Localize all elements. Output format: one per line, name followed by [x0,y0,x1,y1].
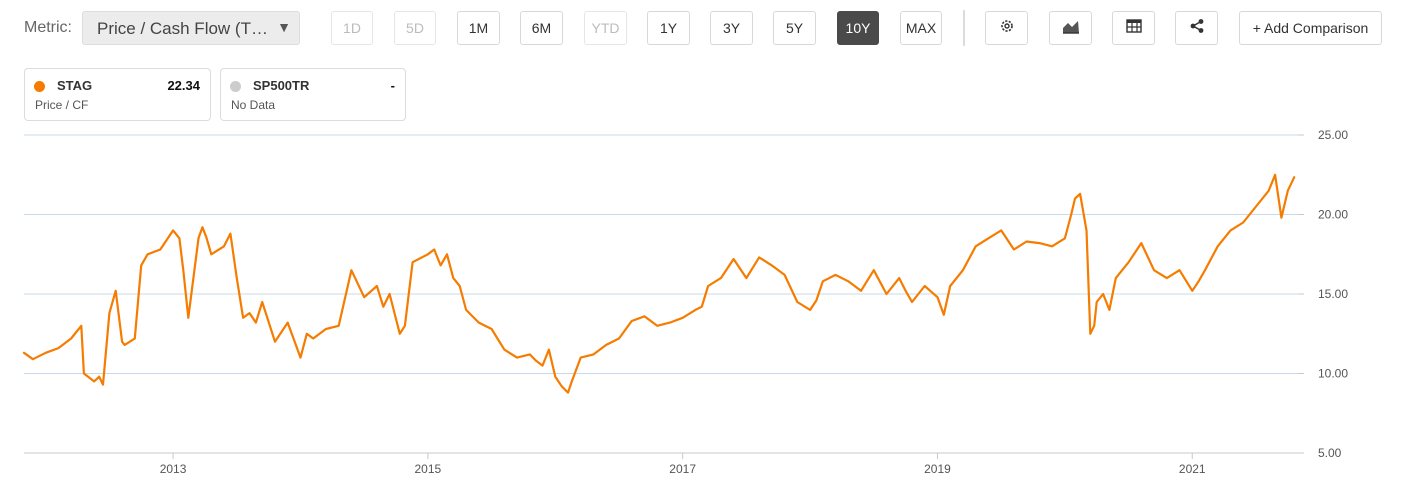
legend-series-name: SP500TR [253,78,310,93]
gear-icon [999,18,1015,39]
area-chart-icon [1062,18,1080,39]
add-comparison-button[interactable]: + Add Comparison [1239,11,1382,45]
legend-card-stag[interactable]: STAG 22.34 Price / CF [24,68,211,121]
metric-select-value: Price / Cash Flow (T… [97,19,268,38]
x-tick-label: 2017 [669,462,696,476]
series-line-stag[interactable] [22,173,1296,394]
settings-button[interactable] [985,11,1028,45]
y-tick-label: 10.00 [1318,367,1348,381]
range-button-6m[interactable]: 6M [520,11,563,45]
toolbar-divider [963,10,965,46]
x-tick-label: 2015 [415,462,442,476]
table-view-button[interactable] [1112,11,1155,45]
legend-series-metric: No Data [231,98,276,112]
range-button-10y[interactable]: 10Y [837,11,879,45]
x-tick-label: 2013 [160,462,187,476]
series-color-dot [230,81,241,92]
share-button[interactable] [1175,11,1218,45]
legend-series-name: STAG [57,78,93,93]
chevron-down-icon: ▼ [277,19,291,35]
table-icon [1125,18,1142,38]
chart-type-button[interactable] [1049,11,1092,45]
y-tick-label: 15.00 [1318,287,1348,301]
legend-series-metric: Price / CF [35,98,89,112]
range-button-1y[interactable]: 1Y [647,11,690,45]
range-button-5d[interactable]: 5D [394,11,436,45]
series-color-dot [34,81,45,92]
legend-series-value: 22.34 [167,78,200,93]
metric-label: Metric: [24,19,72,36]
y-tick-label: 25.00 [1318,128,1348,142]
range-button-3y[interactable]: 3Y [710,11,753,45]
range-button-max[interactable]: MAX [900,11,942,45]
y-tick-label: 20.00 [1318,208,1348,222]
y-tick-label: 5.00 [1318,446,1342,460]
chart-toolbar: Metric: Price / Cash Flow (T… ▼ 1D 5D 1M… [0,0,1414,56]
range-button-1d[interactable]: 1D [331,11,373,45]
range-button-5y[interactable]: 5Y [773,11,816,45]
x-tick-label: 2019 [924,462,951,476]
legend-card-sp500tr[interactable]: SP500TR - No Data [220,68,406,121]
range-button-1m[interactable]: 1M [457,11,500,45]
share-icon [1189,18,1205,39]
price-cash-flow-chart[interactable]: 5.00 10.00 15.00 20.00 25.00 2013 2015 2017 2019… [0,120,1414,496]
legend-series-value: - [390,78,395,93]
metric-select[interactable]: Price / Cash Flow (T… ▼ [82,11,300,45]
range-button-ytd[interactable]: YTD [584,11,627,45]
x-tick-label: 2021 [1179,462,1206,476]
